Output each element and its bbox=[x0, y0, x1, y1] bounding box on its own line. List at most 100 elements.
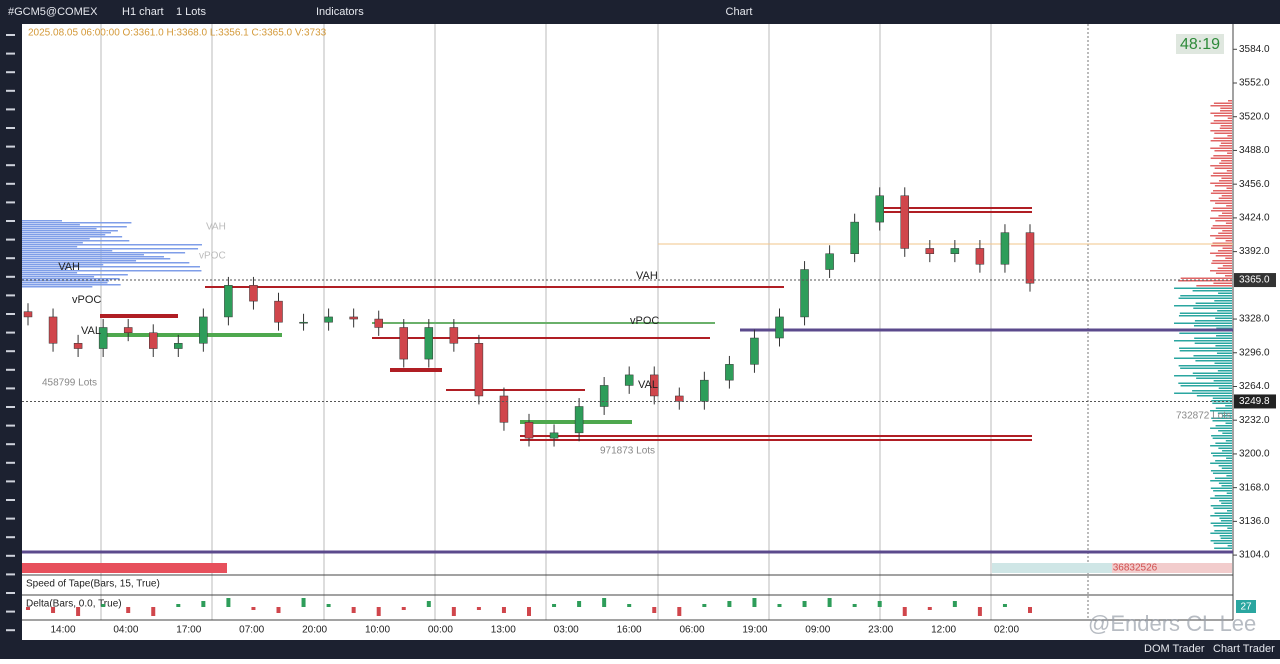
profile-bar bbox=[1210, 427, 1232, 429]
lots-label: 732872 Lots bbox=[1176, 411, 1231, 422]
profile-bar bbox=[22, 230, 118, 232]
profile-bar bbox=[1225, 222, 1232, 224]
delta-value: 27 bbox=[1240, 602, 1252, 613]
x-tick-label: 09:00 bbox=[805, 625, 830, 636]
tool-icon bbox=[6, 610, 15, 613]
profile-bar bbox=[1221, 177, 1232, 179]
y-tick-label: 3584.0 bbox=[1239, 44, 1270, 55]
profile-bar bbox=[22, 284, 121, 286]
delta-bar bbox=[226, 598, 231, 607]
profile-bar bbox=[1226, 205, 1232, 207]
profile-bar bbox=[1214, 530, 1232, 532]
profile-bar bbox=[1179, 347, 1232, 349]
profile-bar bbox=[1213, 525, 1232, 527]
profile-bar bbox=[1179, 312, 1232, 314]
profile-bar bbox=[1214, 167, 1232, 169]
profile-bar bbox=[1211, 227, 1232, 229]
delta-bar bbox=[727, 601, 732, 607]
profile-bar bbox=[1218, 215, 1232, 217]
pane-title: Delta(Bars, 0.0, True) bbox=[26, 599, 122, 610]
profile-bar bbox=[1210, 445, 1232, 447]
profile-bar bbox=[1221, 502, 1232, 504]
vpoc-ghost: vPOC bbox=[199, 251, 226, 262]
profile-bar bbox=[1217, 267, 1232, 269]
tab-chart-trader[interactable]: Chart Trader bbox=[1213, 643, 1275, 655]
profile-bar bbox=[1226, 187, 1232, 189]
tool-icon bbox=[6, 480, 15, 483]
candle-body bbox=[123, 327, 133, 333]
profile-bar bbox=[1221, 212, 1232, 214]
profile-bar bbox=[1210, 122, 1232, 124]
profile-bar bbox=[1210, 105, 1232, 107]
profile-bar bbox=[1194, 320, 1232, 322]
timeframe[interactable]: H1 chart bbox=[122, 6, 164, 18]
profile-bar bbox=[1174, 287, 1232, 289]
profile-bar bbox=[1211, 435, 1232, 437]
x-tick-label: 17:00 bbox=[176, 625, 201, 636]
delta-bar bbox=[877, 601, 882, 607]
tool-icon bbox=[6, 517, 15, 520]
profile-bar bbox=[1214, 495, 1232, 497]
y-tick-label: 3200.0 bbox=[1239, 449, 1270, 460]
profile-bar bbox=[22, 236, 123, 238]
profile-bar bbox=[1215, 237, 1232, 239]
candle-body bbox=[374, 318, 383, 328]
symbol[interactable]: #GCM5@COMEX bbox=[8, 6, 98, 18]
profile-bar bbox=[1213, 542, 1232, 544]
profile-bar bbox=[1217, 370, 1232, 372]
x-tick-label: 00:00 bbox=[428, 625, 453, 636]
profile-bar bbox=[22, 234, 106, 236]
profile-bar bbox=[1174, 305, 1232, 307]
profile-bar bbox=[1222, 230, 1232, 232]
price-tag-label: 3249.8 bbox=[1239, 396, 1270, 407]
delta-bar bbox=[426, 601, 431, 607]
profile-bar bbox=[1210, 200, 1232, 202]
candle-body bbox=[875, 195, 884, 223]
profile-bar bbox=[1210, 270, 1232, 272]
tool-icon bbox=[6, 201, 15, 204]
y-tick-label: 3104.0 bbox=[1239, 550, 1270, 561]
profile-bar bbox=[1227, 527, 1232, 529]
profile-bar bbox=[1225, 422, 1232, 424]
delta-bar bbox=[51, 607, 56, 613]
profile-bar bbox=[1215, 345, 1232, 347]
profile-bar bbox=[1213, 282, 1232, 284]
profile-bar bbox=[1218, 180, 1232, 182]
tool-icon bbox=[6, 220, 15, 222]
candle-body bbox=[249, 285, 258, 302]
profile-bar bbox=[1179, 350, 1232, 352]
tab-dom-trader[interactable]: DOM Trader bbox=[1144, 643, 1205, 655]
y-tick-label: 3456.0 bbox=[1239, 179, 1270, 190]
candles bbox=[23, 187, 1035, 447]
y-tick-label: 3168.0 bbox=[1239, 482, 1270, 493]
indicators-button[interactable]: Indicators bbox=[316, 6, 364, 18]
candle-body bbox=[499, 395, 509, 423]
profile-bar bbox=[1210, 147, 1232, 149]
profile-bar bbox=[1213, 137, 1232, 139]
delta-bar bbox=[401, 607, 406, 610]
y-tick-label: 3328.0 bbox=[1239, 314, 1270, 325]
lots[interactable]: 1 Lots bbox=[176, 6, 206, 18]
profile-bar bbox=[1228, 100, 1232, 102]
candle-body bbox=[149, 332, 158, 349]
profile-bar bbox=[1216, 327, 1232, 329]
profile-bar bbox=[1227, 545, 1232, 547]
profile-bar bbox=[1210, 210, 1232, 212]
profile-bar bbox=[1174, 357, 1232, 359]
profile-bar bbox=[1174, 392, 1232, 394]
delta-bar bbox=[902, 607, 907, 616]
delta-bar bbox=[501, 607, 506, 613]
indicator-strip bbox=[22, 563, 227, 573]
profile-bar bbox=[1174, 322, 1232, 324]
profile-bar bbox=[1214, 185, 1232, 187]
profile-bar bbox=[1227, 135, 1232, 137]
profile-bar bbox=[1214, 115, 1232, 117]
delta-tag bbox=[1236, 600, 1256, 613]
profile-bar bbox=[1210, 452, 1232, 454]
delta-bar bbox=[927, 607, 932, 610]
profile-bar bbox=[1214, 132, 1232, 134]
tool-icon bbox=[6, 182, 15, 185]
profile-bar bbox=[22, 278, 120, 280]
profile-bar bbox=[1196, 377, 1232, 379]
candle-body bbox=[199, 316, 208, 344]
